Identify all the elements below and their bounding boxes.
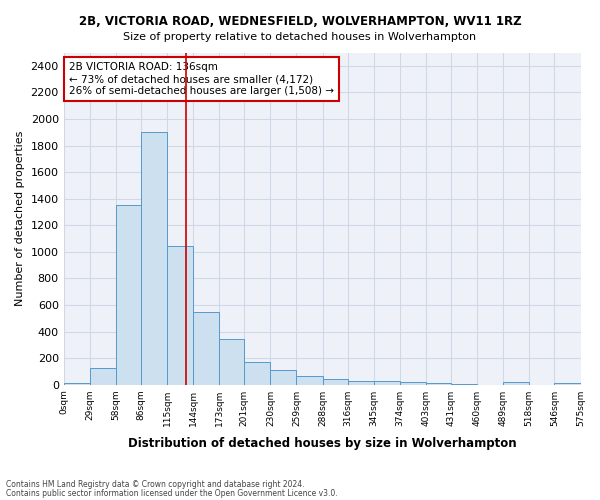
Bar: [90, 368, 116, 384]
Bar: [193, 312, 219, 384]
Bar: [554, 382, 581, 384]
Bar: [374, 382, 400, 384]
Bar: [219, 340, 244, 384]
Bar: [244, 362, 271, 384]
Bar: [271, 370, 296, 384]
Bar: [323, 380, 348, 384]
Bar: [400, 382, 426, 384]
Bar: [167, 246, 193, 384]
Bar: [296, 376, 323, 384]
Text: Contains HM Land Registry data © Crown copyright and database right 2024.: Contains HM Land Registry data © Crown c…: [6, 480, 305, 489]
Bar: [116, 206, 141, 384]
Text: Contains public sector information licensed under the Open Government Licence v3: Contains public sector information licen…: [6, 488, 338, 498]
Bar: [64, 382, 90, 384]
X-axis label: Distribution of detached houses by size in Wolverhampton: Distribution of detached houses by size …: [128, 437, 517, 450]
Bar: [503, 382, 529, 384]
Text: Size of property relative to detached houses in Wolverhampton: Size of property relative to detached ho…: [124, 32, 476, 42]
Bar: [426, 382, 451, 384]
Bar: [141, 132, 167, 384]
Text: 2B, VICTORIA ROAD, WEDNESFIELD, WOLVERHAMPTON, WV11 1RZ: 2B, VICTORIA ROAD, WEDNESFIELD, WOLVERHA…: [79, 15, 521, 28]
Text: 2B VICTORIA ROAD: 136sqm
← 73% of detached houses are smaller (4,172)
26% of sem: 2B VICTORIA ROAD: 136sqm ← 73% of detach…: [69, 62, 334, 96]
Bar: [348, 380, 374, 384]
Y-axis label: Number of detached properties: Number of detached properties: [15, 131, 25, 306]
